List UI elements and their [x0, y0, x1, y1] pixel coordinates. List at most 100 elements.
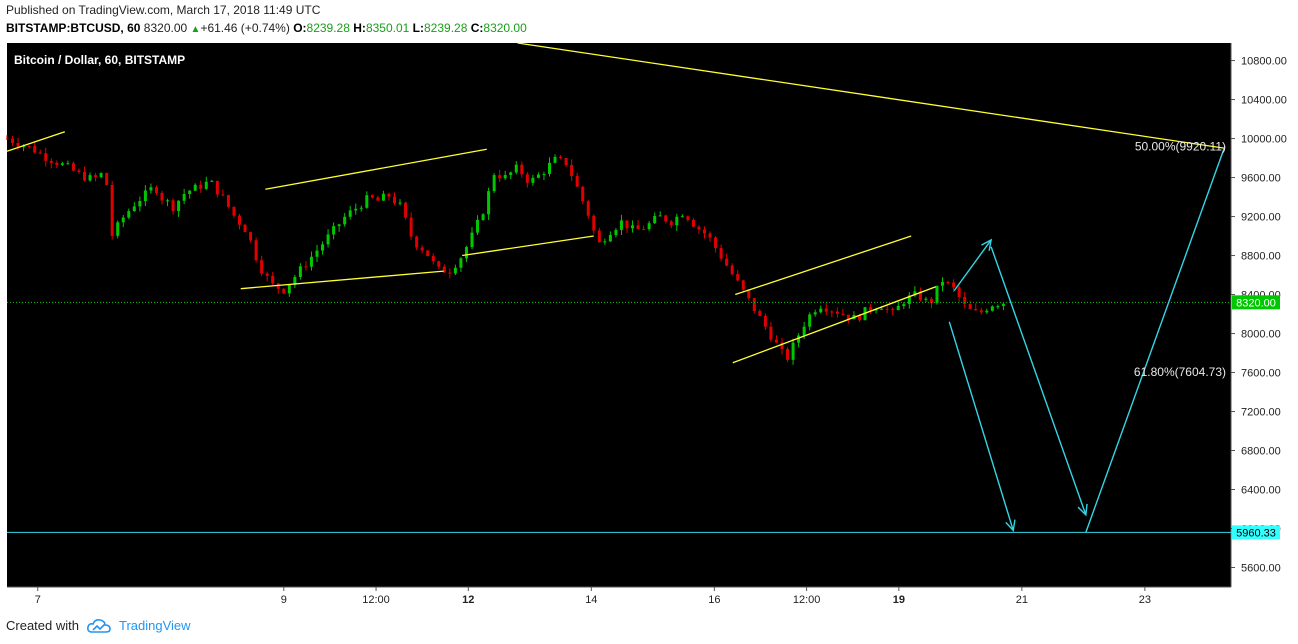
time-tick-label: 7: [35, 594, 41, 606]
candle-body: [282, 288, 286, 294]
candle-body: [154, 187, 158, 194]
candle-body: [409, 217, 413, 237]
candle-body: [1001, 303, 1005, 307]
tradingview-cloud-icon: [87, 618, 111, 633]
price-axis[interactable]: 10800.00 10400.00 10000.00 9600.00 9200.00 88…: [1230, 43, 1287, 587]
open-label: O:: [293, 21, 307, 35]
candle-body: [376, 197, 380, 201]
candle-body: [924, 298, 928, 300]
candle-body: [94, 175, 98, 178]
fib-level-label: 50.00%(9920.11): [1135, 139, 1226, 153]
current-price-badge: [1232, 295, 1280, 310]
candle-body: [592, 215, 596, 231]
time-tick-label: 16: [708, 594, 720, 606]
trendline[interactable]: [735, 235, 912, 296]
candle-body: [835, 311, 839, 314]
trendlines: [6, 42, 1225, 364]
candle-body: [846, 314, 850, 320]
trendline[interactable]: [6, 131, 66, 152]
plot-area[interactable]: [7, 43, 1231, 587]
candle-body: [365, 195, 369, 208]
candle-body: [547, 162, 551, 174]
candle-body: [27, 145, 31, 147]
candle-body: [647, 223, 651, 230]
published-line: Published on TradingView.com, March 17, …: [6, 3, 321, 17]
candle-body: [404, 202, 408, 218]
projection-arrows: [948, 146, 1226, 533]
low-value: 8239.28: [424, 21, 468, 35]
projection-arrow-line[interactable]: [948, 321, 1014, 531]
chart-frame[interactable]: 10800.00 10400.00 10000.00 9600.00 9200.00 88…: [5, 42, 1294, 608]
target-level-badge-label: 5960.33: [1236, 527, 1276, 539]
candle-body: [725, 258, 729, 266]
last-price: 8320.00: [143, 21, 188, 35]
candle-body: [786, 348, 790, 360]
time-axis[interactable]: 7 9 12:00 12 14 16 12:00 19 21 23: [7, 586, 1231, 606]
candle-body: [370, 195, 374, 198]
candle-body: [492, 175, 496, 192]
candle-body: [996, 306, 1000, 308]
candle-body: [608, 235, 612, 242]
candle-body: [752, 298, 756, 312]
candle-body: [121, 217, 125, 223]
trendline[interactable]: [265, 148, 487, 190]
fib-labels: 50.00%(9920.11) 61.80%(7604.73): [1134, 139, 1226, 379]
candle-body: [265, 273, 269, 276]
candle-body: [16, 142, 20, 147]
candle-body: [697, 226, 701, 230]
projection-arrow-line[interactable]: [1085, 146, 1226, 533]
candle-body: [420, 247, 424, 251]
candle-body: [736, 274, 740, 281]
tradingview-link[interactable]: TradingView: [118, 618, 191, 633]
candle-body: [631, 225, 635, 229]
low-label: L:: [412, 21, 424, 35]
candle-body: [675, 216, 679, 226]
candle-body: [188, 190, 192, 195]
price-chart[interactable]: 10800.00 10400.00 10000.00 9600.00 9200.00 88…: [5, 42, 1294, 608]
trendline[interactable]: [732, 286, 936, 364]
candle-body: [941, 282, 945, 286]
candle-body: [470, 232, 474, 248]
candle-body: [337, 224, 341, 227]
candle-body: [38, 152, 42, 154]
candle-body: [359, 207, 363, 209]
projection-arrow-line[interactable]: [953, 239, 992, 292]
candle-body: [990, 306, 994, 311]
high-label: H:: [353, 21, 366, 35]
candle-body: [525, 174, 529, 183]
close-label: C:: [470, 21, 484, 35]
candle-body: [619, 220, 623, 230]
candle-body: [802, 326, 806, 336]
trendline[interactable]: [462, 235, 594, 257]
candle-body: [232, 206, 236, 216]
candle-body: [44, 153, 48, 161]
price-tick-label: 8000.00: [1241, 329, 1281, 341]
projection-arrow-line[interactable]: [990, 246, 1087, 516]
candle-body: [653, 216, 657, 224]
trendline[interactable]: [517, 42, 1225, 149]
candle-body: [55, 162, 59, 165]
candle-body: [321, 244, 325, 251]
candle-body: [398, 202, 402, 204]
candle-body: [913, 291, 917, 296]
candle-body: [287, 284, 291, 294]
trendline[interactable]: [240, 270, 444, 290]
candle-body: [575, 175, 579, 187]
time-tick-label: 12:00: [793, 594, 821, 606]
current-price-badge-label: 8320.00: [1236, 297, 1276, 309]
candle-body: [553, 156, 557, 163]
candle-body: [664, 215, 668, 222]
candle-body: [614, 229, 618, 236]
candle-body: [464, 247, 468, 259]
candle-body: [387, 193, 391, 197]
candle-body: [66, 163, 70, 165]
candle-body: [116, 222, 120, 236]
candle-body: [935, 285, 939, 303]
candle-body: [564, 158, 568, 166]
candle-body: [763, 315, 767, 327]
close-value: 8320.00: [483, 21, 527, 35]
time-tick-label: 21: [1016, 594, 1028, 606]
horizontal-levels: 8320.00 5960.33: [7, 295, 1280, 540]
candle-body: [149, 187, 153, 191]
candle-body: [82, 172, 86, 181]
